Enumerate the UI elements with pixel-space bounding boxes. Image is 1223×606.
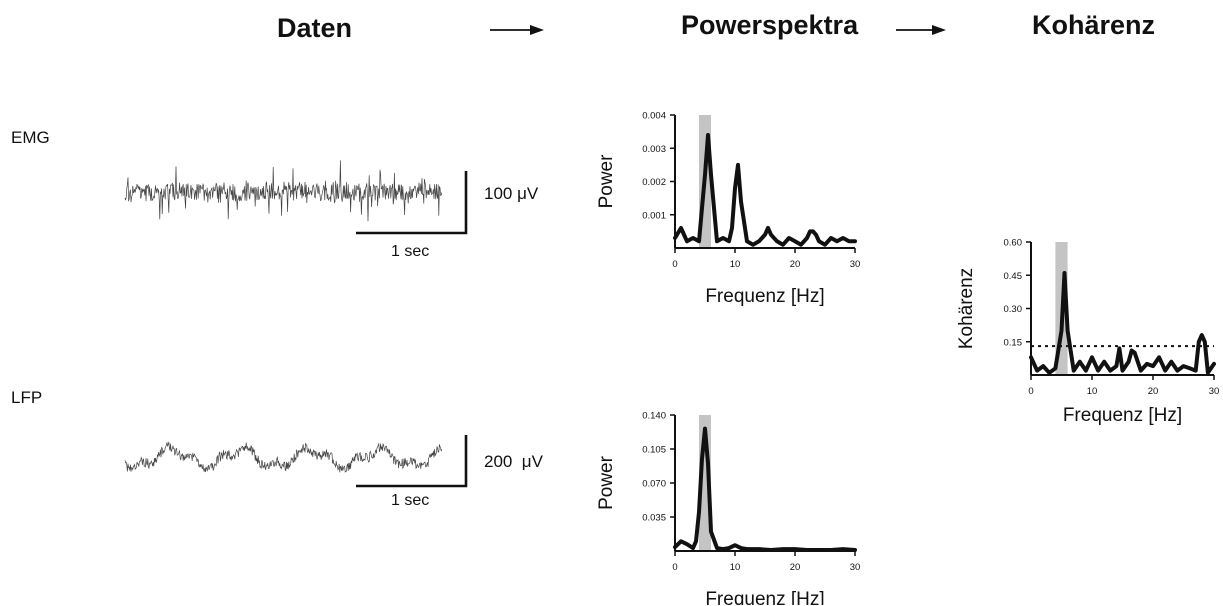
x-tick-label: 0 <box>1028 386 1033 397</box>
emg-time-scale: 1 sec <box>391 243 430 260</box>
emg-power-spectrum-chart: 0 10 20 30 0.001 0.002 0.003 0.004 Frequenz [Hz]… <box>596 111 861 308</box>
y-axis-title: Power <box>596 154 617 209</box>
y-tick-label: 0.004 <box>642 111 666 122</box>
y-tick-label: 0.035 <box>642 513 666 524</box>
coherence-chart: 0 10 20 30 0.15 0.30 0.45 0.60 Frequenz [Hz] Kohä… <box>956 238 1220 427</box>
heading-coherence: Kohärenz <box>1032 10 1156 40</box>
y-tick-label: 0.001 <box>642 210 666 221</box>
series-line <box>673 133 857 247</box>
x-tick-label: 0 <box>672 562 677 573</box>
x-tick-label: 20 <box>1148 386 1159 397</box>
x-tick-label: 30 <box>1209 386 1220 397</box>
y-tick-label: 0.45 <box>1004 271 1023 282</box>
lfp-scale-bar <box>356 435 468 488</box>
lfp-trace <box>124 441 443 473</box>
x-tick-label: 20 <box>790 259 801 270</box>
x-axis-title: Frequenz [Hz] <box>705 286 824 307</box>
emg-scale-bar <box>356 171 468 235</box>
y-tick-label: 0.070 <box>642 479 666 490</box>
lfp-time-scale: 1 sec <box>391 492 430 509</box>
y-tick-label: 0.15 <box>1004 337 1023 348</box>
x-tick-label: 30 <box>850 562 861 573</box>
series-line <box>1029 271 1216 375</box>
x-tick-label: 30 <box>850 259 861 270</box>
flow-arrow-icon <box>490 25 544 35</box>
x-tick-label: 0 <box>672 259 677 270</box>
x-tick-label: 10 <box>1087 386 1098 397</box>
y-axis-title: Kohärenz <box>956 268 977 349</box>
flow-arrow-icon <box>896 25 946 35</box>
heading-spectra: Powerspektra <box>681 10 859 40</box>
emg-label: EMG <box>11 128 50 147</box>
x-axis-title: Frequenz [Hz] <box>1063 405 1182 426</box>
y-tick-label: 0.002 <box>642 177 666 188</box>
y-tick-label: 0.105 <box>642 445 666 456</box>
emg-trace <box>124 160 443 222</box>
heading-data: Daten <box>277 13 353 43</box>
emg-amplitude-scale: 100 μV <box>484 184 539 203</box>
lfp-power-spectrum-chart: 0 10 20 30 0.035 0.070 0.105 0.140 Frequenz [Hz]… <box>596 411 861 606</box>
x-tick-label: 20 <box>790 562 801 573</box>
y-tick-label: 0.60 <box>1004 238 1023 249</box>
x-axis-title: Frequenz [Hz] <box>705 589 824 605</box>
y-tick-label: 0.140 <box>642 411 666 422</box>
lfp-amplitude-scale: 200 μV <box>484 452 543 471</box>
lfp-label: LFP <box>11 388 43 407</box>
y-tick-label: 0.003 <box>642 144 666 155</box>
y-tick-label: 0.30 <box>1004 304 1023 315</box>
y-axis-title: Power <box>596 455 617 510</box>
x-tick-label: 10 <box>730 562 741 573</box>
x-tick-label: 10 <box>730 259 741 270</box>
